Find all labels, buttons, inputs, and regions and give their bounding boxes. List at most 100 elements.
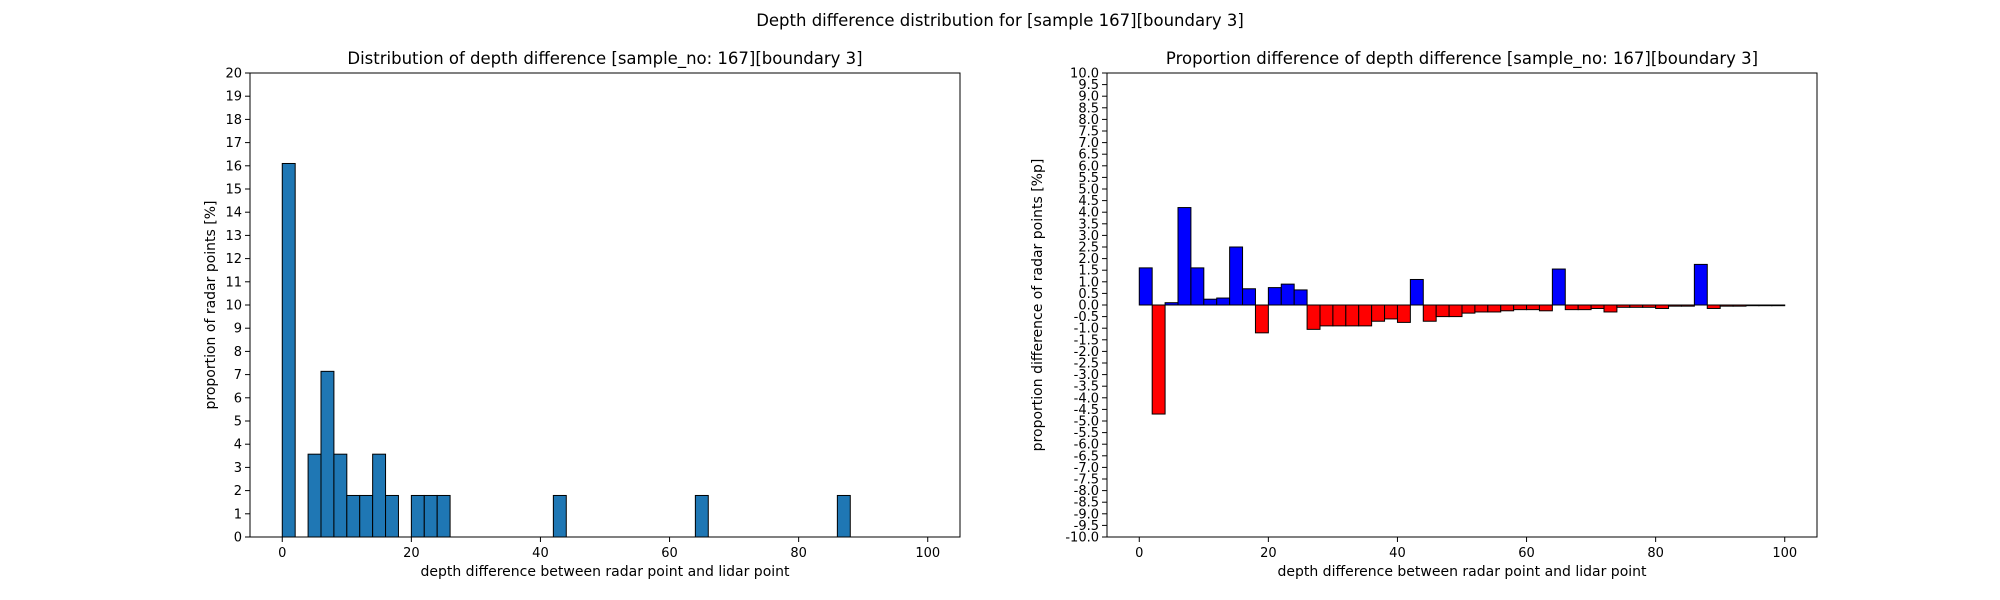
left-chart-bar (836, 494, 851, 538)
right-chart-bar (1448, 304, 1463, 318)
right-chart-y-tick-label: -8.0 (1074, 484, 1099, 499)
left-chart-y-tick-label: 16 (225, 159, 242, 174)
left-chart-y-tick-label: 10 (225, 299, 242, 314)
right-chart-y-tick-label: -7.0 (1074, 461, 1099, 476)
right-chart-y-tick-label: 0.0 (1078, 299, 1099, 314)
left-chart-y-tick-label: 3 (234, 461, 242, 476)
right-chart-y-tick-label: 1.0 (1078, 275, 1099, 290)
left-chart-y-tick-label: 18 (225, 113, 242, 128)
right-chart-y-tick-label: -7.5 (1074, 473, 1099, 488)
left-chart-y-axis-label: proportion of radar points [%] (203, 200, 219, 409)
left-chart-bar (694, 494, 709, 538)
right-chart-y-tick-label: -9.0 (1074, 507, 1099, 522)
right-chart-y-tick-label: 1.5 (1078, 264, 1099, 279)
right-chart-y-tick-label: 2.0 (1078, 252, 1099, 267)
left-chart-bar (346, 494, 361, 538)
right-chart-bar (1358, 304, 1373, 327)
right-chart-bar (1267, 287, 1282, 306)
right-chart-y-axis-label: proportion difference of radar points [%… (1030, 159, 1046, 452)
right-chart-x-tick-label: 0 (1135, 546, 1143, 561)
right-chart-bar (1526, 304, 1540, 311)
right-chart-y-tick-label: 9.5 (1078, 78, 1099, 93)
left-chart-bar (333, 453, 348, 538)
right-chart-bar (1500, 304, 1515, 312)
right-chart-y-tick-label: 5.0 (1078, 183, 1099, 198)
right-chart-y-tick-label: 2.5 (1078, 241, 1099, 256)
left-chart-panel: Distribution of depth difference [sample… (203, 49, 961, 580)
right-chart-bar (1758, 304, 1773, 307)
left-chart-x-axis-label: depth difference between radar point and… (420, 564, 790, 580)
right-chart-x-tick-label: 60 (1518, 546, 1535, 561)
right-chart-bar (1487, 304, 1502, 313)
right-chart-bar (1564, 304, 1579, 311)
left-chart-y-tick-label: 8 (234, 345, 242, 360)
right-chart-bar (1435, 304, 1450, 318)
right-chart-bar (1732, 304, 1747, 307)
right-chart-bar (1422, 304, 1437, 322)
right-chart-x-axis-label: depth difference between radar point and… (1277, 564, 1647, 580)
right-chart-y-tick-label: 4.5 (1078, 194, 1099, 209)
right-chart-bar (1538, 304, 1553, 312)
left-chart-x-tick-label: 100 (915, 546, 940, 561)
right-chart-y-ticks: -10.0-9.5-9.0-8.5-8.0-7.5-7.0-6.5-6.0-5.… (1065, 67, 1107, 546)
right-chart-y-tick-label: -3.0 (1074, 368, 1099, 383)
right-chart-bar (1655, 304, 1670, 309)
left-chart-y-tick-label: 13 (225, 229, 242, 244)
right-chart-bar (1396, 304, 1411, 323)
right-chart-bar (1242, 288, 1256, 306)
left-chart-x-tick-label: 40 (532, 546, 549, 561)
left-chart-y-tick-label: 0 (234, 531, 242, 546)
left-chart-x-ticks: 0 20 40 60 80 100 (278, 537, 940, 561)
right-chart-bar (1254, 304, 1269, 334)
right-chart-y-tick-label: -4.0 (1074, 391, 1099, 406)
right-chart-bar (1164, 302, 1179, 306)
left-chart-x-tick-label: 80 (790, 546, 807, 561)
right-chart-bar (1771, 304, 1786, 307)
right-chart-title: Proportion difference of depth differenc… (1166, 49, 1758, 69)
right-chart-y-tick-label: 7.5 (1078, 125, 1099, 140)
right-chart-bar (1293, 289, 1308, 306)
left-chart-y-tick-label: 17 (225, 136, 242, 151)
right-chart-y-tick-label: 3.0 (1078, 229, 1099, 244)
right-chart-y-tick-label: -1.5 (1074, 333, 1099, 348)
right-chart-bar (1306, 304, 1321, 330)
right-chart-bar (1577, 304, 1592, 311)
left-chart-x-tick-label: 20 (403, 546, 420, 561)
left-chart-y-tick-label: 6 (234, 391, 242, 406)
right-chart-y-tick-label: -3.5 (1074, 380, 1099, 395)
right-chart-bar (1513, 304, 1528, 311)
right-chart-y-tick-label: -5.0 (1074, 415, 1099, 430)
right-chart-bar (1629, 304, 1644, 308)
left-chart-bar (410, 494, 425, 538)
left-chart-y-tick-label: 9 (234, 322, 242, 337)
right-chart-y-tick-label: -5.5 (1074, 426, 1099, 441)
left-chart-bar (436, 494, 451, 538)
right-chart-bar (1642, 304, 1657, 308)
right-chart-bar (1280, 283, 1295, 306)
right-chart-y-tick-label: -8.5 (1074, 496, 1099, 511)
right-chart-bar (1332, 304, 1347, 327)
right-chart-bar (1616, 304, 1631, 308)
right-chart-x-tick-label: 80 (1647, 546, 1664, 561)
left-chart-y-tick-label: 7 (234, 368, 242, 383)
left-chart-y-tick-label: 12 (225, 252, 242, 267)
right-chart-y-tick-label: 6.5 (1078, 148, 1099, 163)
right-chart-y-tick-label: 9.0 (1078, 90, 1099, 105)
right-chart-bar (1203, 298, 1218, 306)
right-chart-y-tick-label: -0.5 (1074, 310, 1099, 325)
right-chart-y-tick-label: -2.0 (1074, 345, 1099, 360)
right-chart-bar (1319, 304, 1334, 327)
left-chart-y-tick-label: 11 (225, 275, 242, 290)
left-chart-bars (281, 162, 851, 538)
left-chart-bar (359, 494, 374, 538)
right-chart-bar (1384, 304, 1398, 320)
left-chart-bar (281, 162, 296, 538)
right-chart-bar (1668, 304, 1682, 307)
right-chart-bar (1190, 267, 1205, 306)
right-chart-bar (1216, 297, 1231, 306)
left-chart-bar (385, 494, 399, 538)
right-chart-y-tick-label: -6.0 (1074, 438, 1099, 453)
left-chart-bar (320, 370, 335, 538)
